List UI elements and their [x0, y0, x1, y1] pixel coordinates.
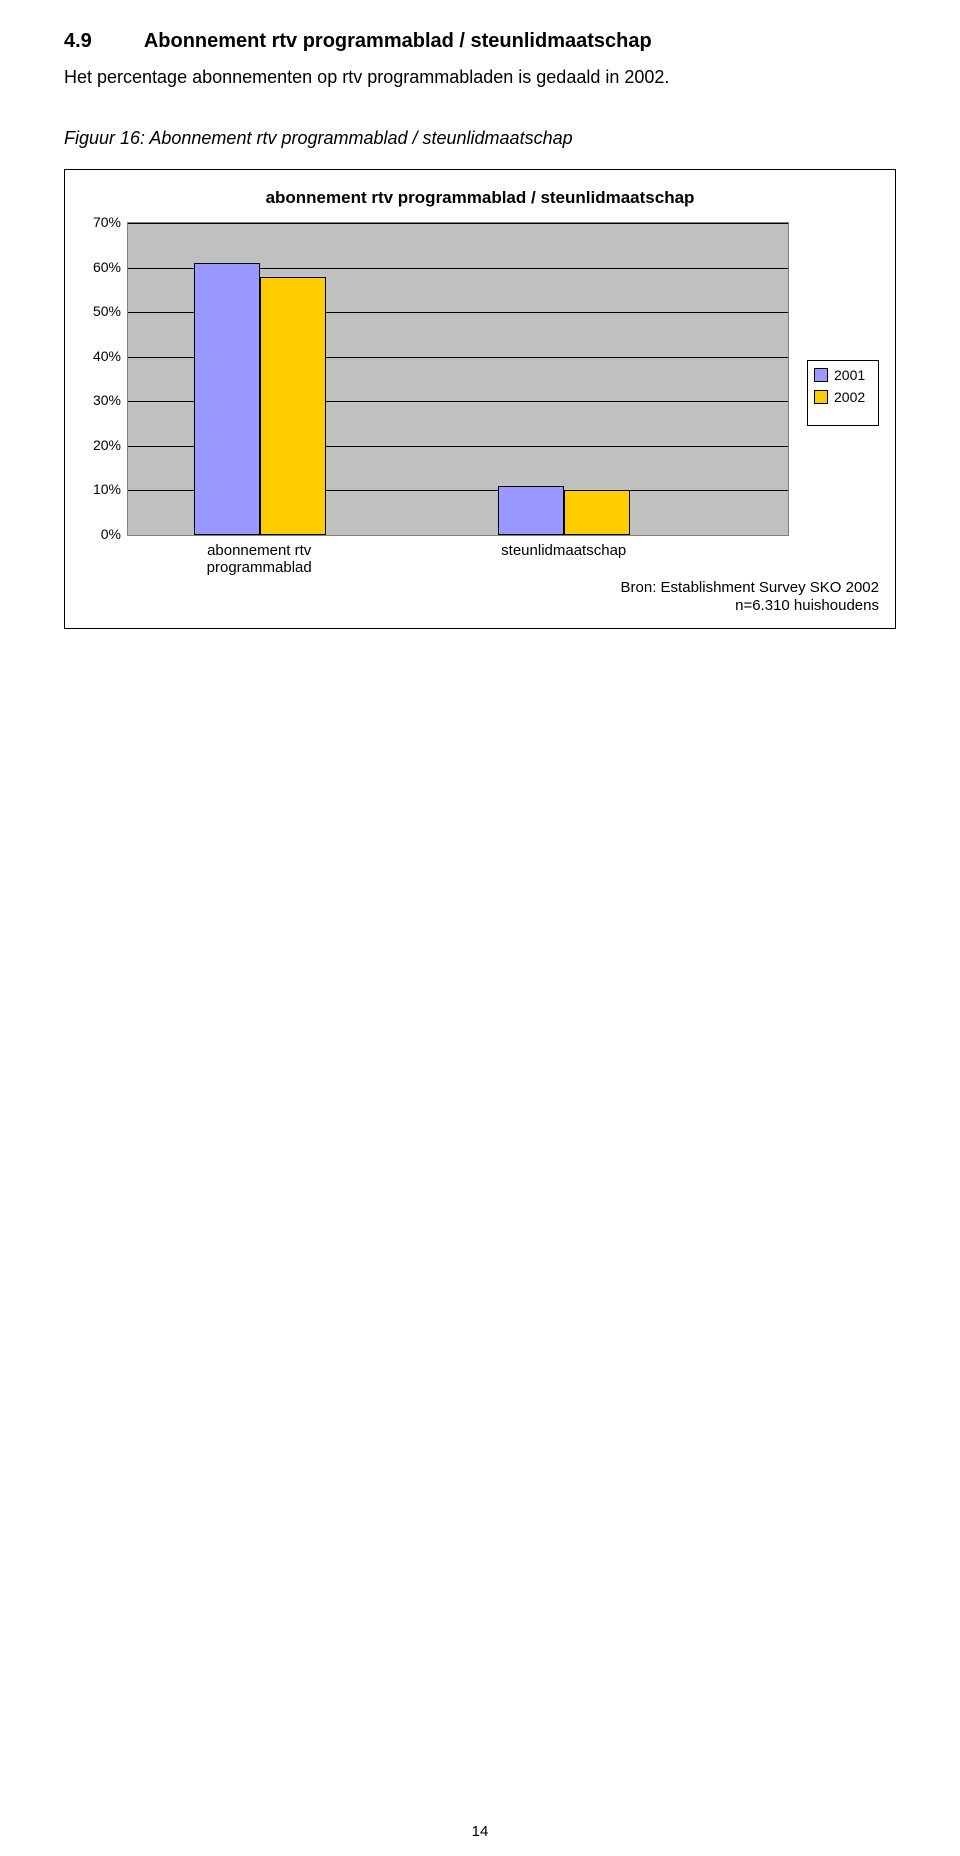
source-line: n=6.310 huishoudens	[621, 597, 879, 616]
x-tick-label: abonnement rtv programmablad	[193, 542, 325, 576]
gridline	[128, 223, 788, 224]
y-tick-label: 60%	[93, 259, 121, 275]
x-tick-label: steunlidmaatschap	[498, 542, 630, 559]
chart-body: 0%10%20%30%40%50%60%70% abonnement rtv p…	[81, 222, 879, 564]
y-tick-label: 30%	[93, 392, 121, 408]
legend-item: 2002	[814, 389, 872, 405]
chart-title: abonnement rtv programmablad / steunlidm…	[81, 188, 879, 208]
page-number: 14	[0, 1823, 960, 1840]
legend-label: 2002	[834, 389, 865, 405]
legend-swatch	[814, 390, 828, 404]
y-tick-label: 50%	[93, 303, 121, 319]
source-line: Bron: Establishment Survey SKO 2002	[621, 579, 879, 598]
bar-pair	[498, 486, 630, 535]
y-axis: 0%10%20%30%40%50%60%70%	[81, 222, 127, 534]
legend-label: 2001	[834, 367, 865, 383]
bar	[194, 263, 260, 535]
bar	[260, 277, 326, 536]
section-number: 4.9	[64, 30, 92, 53]
y-tick-label: 10%	[93, 481, 121, 497]
source-text: Bron: Establishment Survey SKO 2002 n=6.…	[621, 579, 879, 617]
chart-frame: abonnement rtv programmablad / steunlidm…	[64, 169, 896, 629]
y-tick-label: 40%	[93, 348, 121, 364]
bar	[564, 490, 630, 535]
legend-swatch	[814, 368, 828, 382]
y-tick-label: 20%	[93, 437, 121, 453]
y-tick-label: 0%	[101, 526, 121, 542]
figure-caption: Figuur 16: Abonnement rtv programmablad …	[64, 128, 896, 149]
plot-area	[127, 222, 789, 536]
section-title: Abonnement rtv programmablad / steunlidm…	[144, 30, 652, 53]
legend: 2001 2002	[807, 360, 879, 426]
section-heading: 4.9 Abonnement rtv programmablad / steun…	[64, 30, 896, 53]
y-tick-label: 70%	[93, 214, 121, 230]
x-axis: abonnement rtv programmabladsteunlidmaat…	[127, 542, 789, 564]
bar	[498, 486, 564, 535]
intro-text: Het percentage abonnementen op rtv progr…	[64, 67, 896, 88]
legend-item: 2001	[814, 367, 872, 383]
bar-pair	[194, 263, 326, 535]
